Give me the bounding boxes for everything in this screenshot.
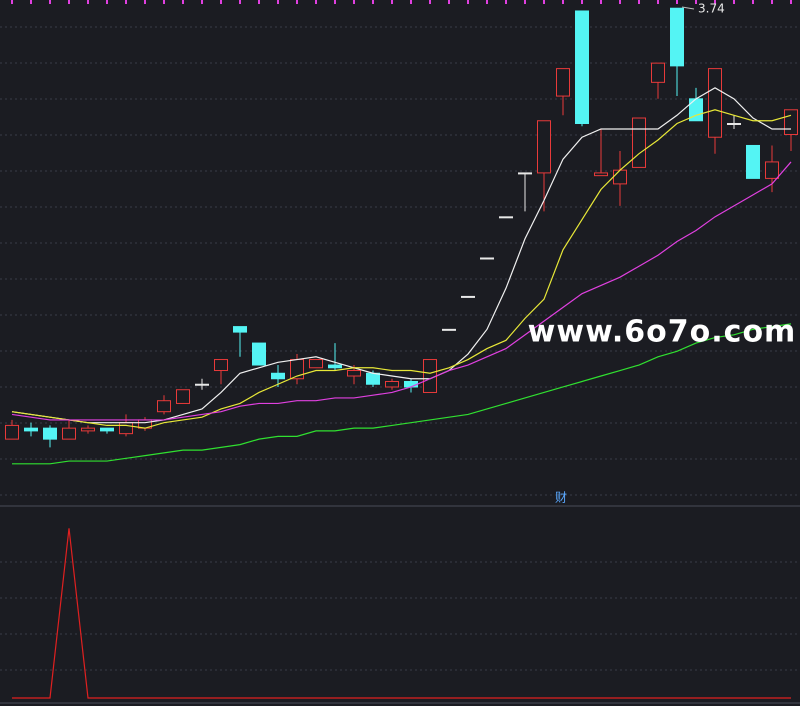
candle-body: [442, 328, 456, 331]
candle-body: [366, 372, 380, 385]
line-series: [12, 528, 791, 699]
candle-body: [499, 216, 513, 219]
watermark: www.6o7o.com: [528, 315, 797, 350]
candle-body: [157, 400, 171, 413]
grid: [0, 26, 800, 671]
candle-body: [708, 68, 722, 138]
candle-body: [233, 326, 247, 333]
candle-body: [556, 68, 570, 97]
candle-body: [328, 364, 342, 369]
candle-body: [632, 117, 646, 168]
high-label: 3.74: [698, 2, 725, 16]
candle-body: [176, 389, 190, 404]
candle-body: [62, 427, 76, 440]
candle-body: [765, 161, 779, 179]
info-marker[interactable]: 财: [555, 491, 567, 505]
candle-body: [271, 372, 285, 380]
candle-body: [480, 257, 494, 260]
line-series: [11, 161, 792, 421]
candle-body: [784, 109, 798, 135]
candle-body: [195, 383, 209, 386]
candle-body: [461, 295, 475, 298]
line-series: [12, 323, 792, 465]
candle-body: [24, 427, 38, 432]
candle-body: [594, 172, 608, 177]
candle-body: [81, 427, 95, 432]
top-ticks: [11, 0, 792, 4]
candle-body: [727, 123, 741, 126]
candle-body: [385, 380, 399, 388]
high-pointer: [681, 6, 695, 10]
candle-body: [423, 359, 437, 393]
candle-body: [5, 424, 19, 440]
candle-body: [537, 120, 551, 174]
candle-body: [347, 370, 361, 377]
candle-body: [119, 422, 133, 435]
candle-body: [43, 427, 57, 440]
candle-body: [746, 144, 760, 179]
candle-body: [252, 342, 266, 366]
line-series: [11, 109, 792, 429]
candle-body: [214, 359, 228, 372]
candle-body: [404, 380, 418, 388]
candle-body: [575, 10, 589, 125]
candle-body: [670, 7, 684, 67]
candle-body: [100, 427, 114, 432]
candle-body: [309, 359, 323, 369]
line-series: [11, 87, 791, 424]
candle-body: [518, 172, 532, 175]
candle-body: [651, 62, 665, 83]
candle-body: [613, 169, 627, 185]
